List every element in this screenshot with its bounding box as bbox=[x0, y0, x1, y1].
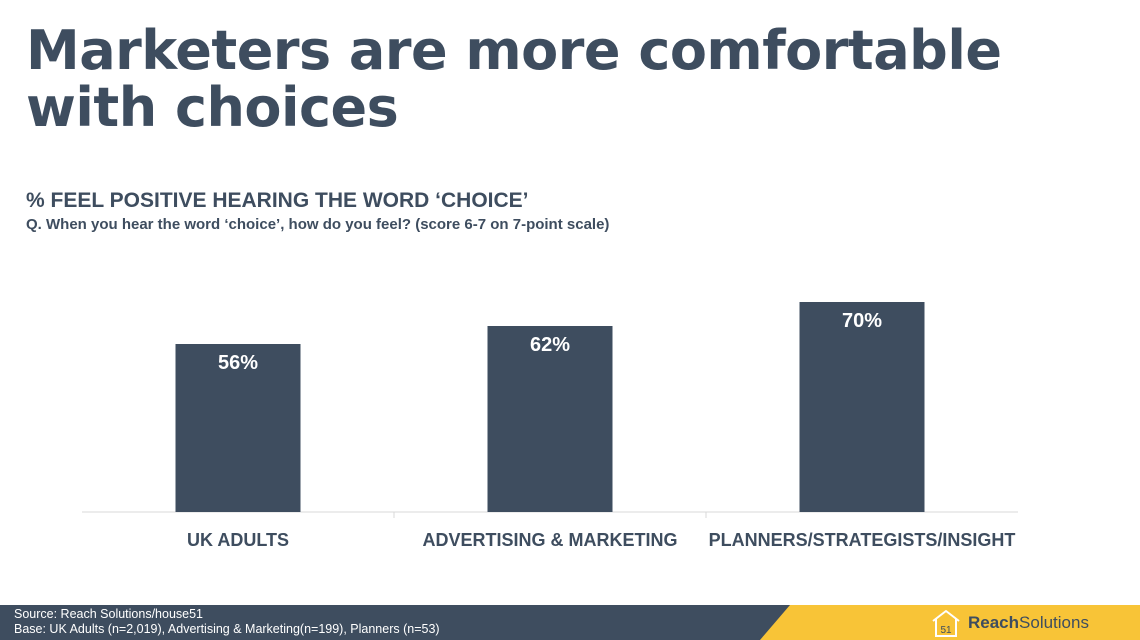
brand-band bbox=[760, 605, 1140, 640]
bar-chart: 56% UK ADULTS 62% ADVERTISING & MARKETING 70… bbox=[82, 302, 1018, 550]
title-line-1: Marketers are more comfortable bbox=[26, 19, 1002, 82]
page-title: Marketers are more comfortable with choi… bbox=[26, 22, 1106, 136]
logo-number: 51 bbox=[940, 625, 952, 636]
house-icon: 51 bbox=[932, 609, 960, 637]
survey-question: Q. When you hear the word ‘choice’, how … bbox=[26, 216, 610, 233]
title-line-2: with choices bbox=[26, 76, 399, 139]
category-label: ADVERTISING & MARKETING bbox=[422, 530, 677, 550]
bar bbox=[175, 344, 301, 512]
brand-name-regular: Solutions bbox=[1019, 612, 1089, 632]
bar bbox=[799, 302, 925, 512]
category-label: UK ADULTS bbox=[187, 530, 289, 550]
chart-subtitle: % FEEL POSITIVE HEARING THE WORD ‘CHOICE… bbox=[26, 189, 529, 212]
bar-value-label: 62% bbox=[530, 334, 570, 356]
footer-notes: Source: Reach Solutions/house51 Base: UK… bbox=[14, 607, 440, 637]
source-note: Source: Reach Solutions/house51 bbox=[14, 607, 204, 621]
bar-value-label: 56% bbox=[218, 352, 258, 374]
brand-name-bold: Reach bbox=[968, 612, 1020, 632]
category-label: PLANNERS/STRATEGISTS/INSIGHT bbox=[709, 530, 1016, 550]
brand-logo: 51 Reach Solutions bbox=[930, 607, 1089, 638]
bar-value-label: 70% bbox=[842, 310, 882, 332]
base-note: Base: UK Adults (n=2,019), Advertising &… bbox=[14, 622, 440, 636]
bar bbox=[487, 326, 613, 512]
